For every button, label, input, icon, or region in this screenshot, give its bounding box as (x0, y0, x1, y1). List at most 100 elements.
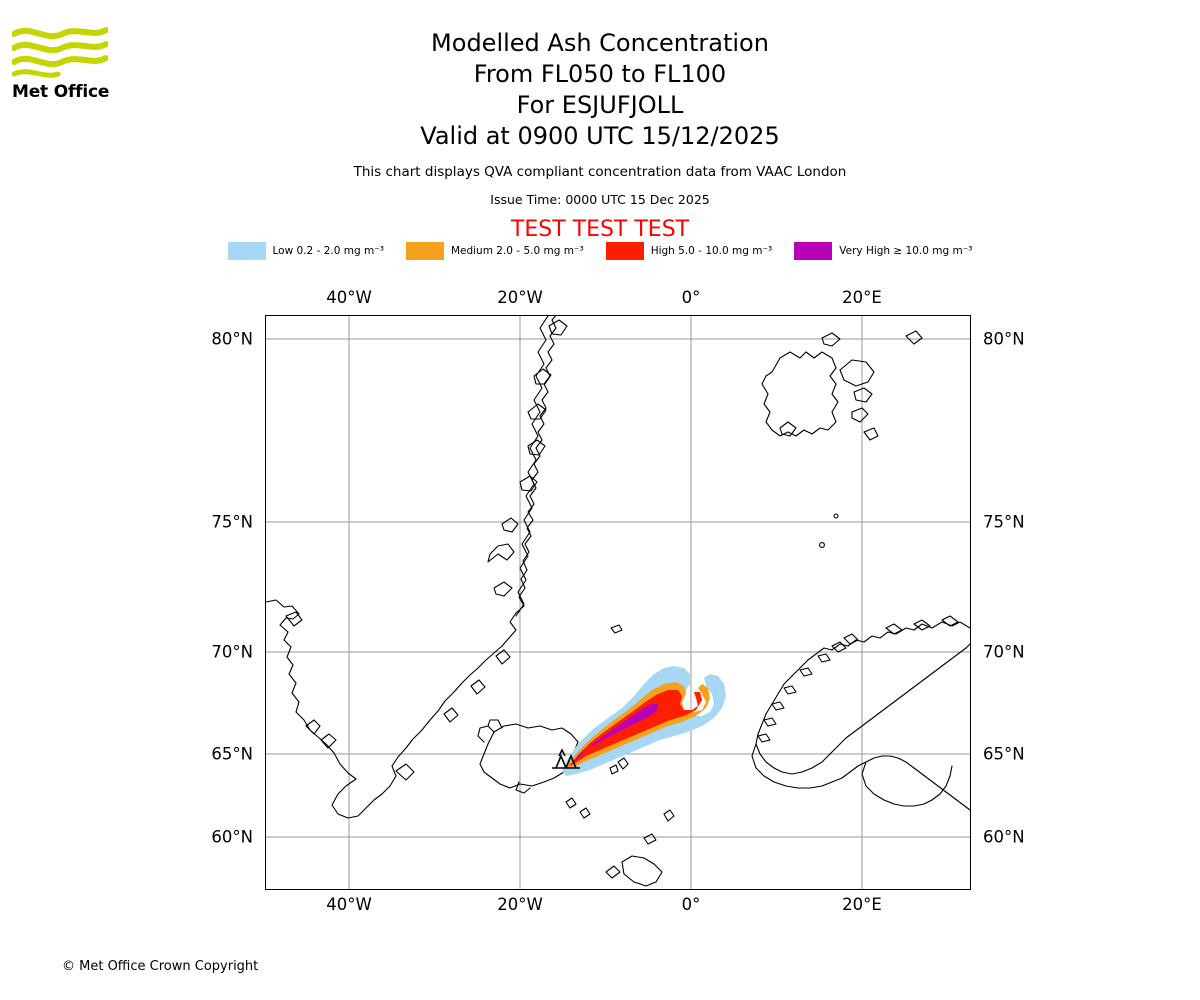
y-tick-left-80N: 80°N (211, 329, 253, 349)
coastline-svalbard-kvitoya (905, 330, 923, 345)
coastline-bear-island (819, 542, 825, 548)
legend-label-high: High 5.0 - 10.0 mg m⁻³ (650, 245, 773, 257)
coastline-jan-mayen (610, 624, 623, 634)
volcano-name: For ESJUFJOLL (516, 91, 684, 119)
x-tick-bottom-0: 0° (681, 895, 701, 914)
legend-swatch-high (605, 242, 644, 260)
coastline-greenland-fjord-5 (443, 707, 459, 723)
legend-swatch-low (227, 242, 266, 260)
x-tick-top-20E: 20°E (842, 288, 882, 307)
x-tick-bottom-20E: 20°E (842, 895, 882, 914)
y-tick-left-65N: 65°N (211, 744, 253, 764)
coastline-small-island-1 (579, 807, 591, 819)
coastline-greenland-island-1 (487, 543, 515, 563)
coastline-greenland-island-6 (527, 439, 546, 456)
coastline-greenland-ne (515, 316, 549, 617)
x-tick-top-0: 0° (681, 288, 701, 307)
coastline-greenland-fjord-6 (470, 679, 486, 695)
legend-item-very-high: Very High ≥ 10.0 mg m⁻³ (794, 242, 972, 260)
issue-time: Issue Time: 0000 UTC 15 Dec 2025 (490, 192, 710, 207)
ash-plume-high (569, 690, 702, 766)
y-tick-left-70N: 70°N (211, 642, 253, 662)
legend-label-medium: Medium 2.0 - 5.0 mg m⁻³ (450, 245, 584, 257)
concentration-legend: Low 0.2 - 2.0 mg m⁻³ Medium 2.0 - 5.0 mg… (0, 242, 1200, 260)
flight-level-range: From FL050 to FL100 (473, 60, 727, 88)
coastline-small-island-2 (833, 513, 839, 519)
y-tick-left-60N: 60°N (211, 827, 253, 847)
coastline-scotland (621, 855, 663, 887)
legend-item-low: Low 0.2 - 2.0 mg m⁻³ (227, 242, 384, 260)
coastline-iceland-nw-peninsula (487, 719, 503, 729)
coastline-greenland-fjord-7 (495, 649, 511, 665)
map-plot-area (265, 315, 971, 890)
coastline-greenland-island-4 (527, 403, 547, 420)
page-title: Modelled Ash Concentration (431, 29, 769, 57)
coastline-greenland-fjord-1 (305, 719, 321, 735)
x-tick-bottom-20W: 20°W (497, 895, 543, 914)
coastline-svalbard-nordaustlandet (839, 359, 875, 387)
volcano-source-marker (552, 748, 580, 769)
y-tick-right-65N: 65°N (983, 744, 1025, 764)
x-tick-top-20W: 20°W (497, 288, 543, 307)
coastline-greenland-fjord-2 (320, 733, 337, 749)
coastline-greenland-island-3 (501, 517, 519, 533)
coastline-greenland-island-7 (519, 475, 538, 492)
y-tick-right-75N: 75°N (983, 512, 1025, 532)
x-tick-bottom-40W: 40°W (326, 895, 372, 914)
copyright-notice: © Met Office Crown Copyright (62, 959, 259, 974)
y-tick-right-80N: 80°N (983, 329, 1025, 349)
coastline-norway-fjord-4 (817, 653, 831, 663)
test-banner: TEST TEST TEST (510, 217, 690, 242)
coastline-vestmannaeyjar (565, 797, 577, 809)
legend-item-high: High 5.0 - 10.0 mg m⁻³ (605, 242, 773, 260)
coastlines (266, 316, 970, 887)
coastline-northern-norway-2 (913, 619, 931, 631)
coastline-hebrides (605, 865, 621, 879)
coastline-greenland-island-5 (533, 368, 552, 385)
coastline-svalbard-spitsbergen (761, 351, 839, 437)
coastline-northern-norway-1 (885, 623, 903, 635)
legend-swatch-very-high (794, 242, 833, 260)
x-tick-top-40W: 40°W (326, 288, 372, 307)
coastline-norway-fjord-6 (757, 733, 771, 743)
coastline-svalbard-hopen (863, 427, 879, 441)
y-tick-right-70N: 70°N (983, 642, 1025, 662)
coastline-iceland-westfjords (477, 725, 495, 743)
coastline-greenland-fjord-4 (395, 763, 415, 781)
map-graphic (266, 316, 970, 889)
coastline-faroe-islands (617, 757, 629, 770)
legend-label-low: Low 0.2 - 2.0 mg m⁻³ (272, 245, 384, 257)
met-office-logo: Met Office (12, 22, 122, 112)
coastline-norway-fjord-3 (799, 667, 813, 677)
coastline-faroe-islands-2 (609, 764, 619, 775)
coastline-norway-fjord-1 (771, 701, 785, 711)
y-tick-right-60N: 60°N (983, 827, 1025, 847)
coastline-svalbard-edgeoya (851, 407, 869, 423)
coastline-norway (755, 621, 970, 775)
coastline-norway-fjord-5 (763, 717, 777, 727)
y-tick-left-75N: 75°N (211, 512, 253, 532)
valid-time: Valid at 0900 UTC 15/12/2025 (420, 122, 780, 150)
coastline-greenland (266, 316, 557, 819)
met-office-logo-text: Met Office (12, 82, 110, 102)
coastline-svalbard-north (821, 332, 841, 347)
coastline-greenland-fjord-3 (285, 611, 303, 627)
legend-label-very-high: Very High ≥ 10.0 mg m⁻³ (839, 245, 973, 257)
coastline-svalbard-barentsoya (853, 387, 873, 403)
met-office-logo-mark (12, 27, 108, 78)
legend-swatch-medium (405, 242, 444, 260)
coastline-greenland-island-2 (493, 581, 513, 597)
ash-plume (562, 666, 726, 776)
coastline-lofoten (831, 641, 847, 653)
coastline-shetland (663, 809, 675, 822)
coastline-norway-fjord-2 (783, 685, 797, 695)
map-container: 40°W 20°W 0° 20°E 40°W 20°W 0° 20°E 80°N… (211, 288, 1024, 914)
coastline-northern-norway-3 (941, 615, 959, 627)
legend-item-medium: Medium 2.0 - 5.0 mg m⁻³ (405, 242, 584, 260)
coastline-vesteralen (843, 633, 859, 645)
coastline-orkney (643, 833, 657, 845)
chart-description: This chart displays QVA compliant concen… (353, 164, 847, 180)
ash-plume-very-high (572, 704, 658, 765)
coastline-baltic (861, 761, 953, 807)
coastline-greenland-island-8 (548, 319, 568, 336)
